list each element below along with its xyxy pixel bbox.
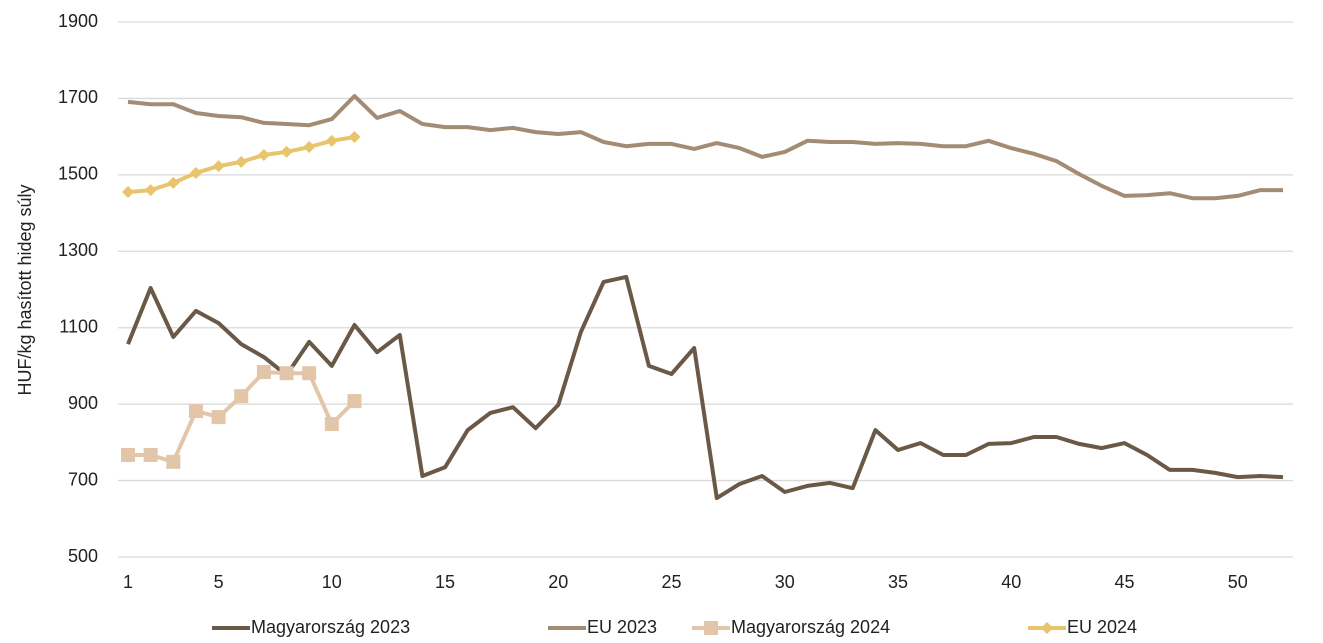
series-line <box>128 370 356 464</box>
marker <box>212 160 225 173</box>
x-tick-label: 1 <box>123 572 133 592</box>
legend-label: Magyarország 2024 <box>731 617 890 637</box>
x-tick-label: 15 <box>435 572 455 592</box>
marker <box>348 131 361 144</box>
marker <box>302 366 317 381</box>
marker <box>704 621 718 635</box>
marker <box>325 134 338 147</box>
x-tick-label: 35 <box>888 572 908 592</box>
marker <box>121 447 135 462</box>
y-tick-label: 900 <box>68 393 98 413</box>
legend-label: EU 2024 <box>1067 617 1137 637</box>
x-tick-label: 30 <box>775 572 795 592</box>
marker <box>1041 622 1053 634</box>
y-tick-label: 1300 <box>58 240 98 260</box>
y-tick-label: 1700 <box>58 87 98 107</box>
marker <box>280 145 293 158</box>
x-tick-label: 45 <box>1114 572 1134 592</box>
y-tick-label: 700 <box>68 469 98 489</box>
marker <box>167 176 180 189</box>
x-tick-label: 10 <box>322 572 342 592</box>
marker <box>279 366 294 381</box>
marker <box>189 166 202 179</box>
marker <box>324 417 339 432</box>
x-tick-label: 40 <box>1001 572 1021 592</box>
marker <box>234 389 249 404</box>
legend-label: Magyarország 2023 <box>251 617 410 637</box>
y-tick-label: 500 <box>68 546 98 566</box>
marker <box>303 140 316 153</box>
x-tick-label: 25 <box>662 572 682 592</box>
y-tick-label: 1500 <box>58 164 98 184</box>
legend-label: EU 2023 <box>587 617 657 637</box>
x-tick-label: 20 <box>548 572 568 592</box>
marker <box>257 148 270 161</box>
marker <box>235 155 248 168</box>
y-axis-label: HUF/kg hasított hideg súly <box>15 184 35 395</box>
marker <box>144 184 157 197</box>
x-tick-label: 5 <box>214 572 224 592</box>
y-tick-label: 1100 <box>59 316 98 336</box>
marker <box>256 365 271 380</box>
y-tick-label: 1900 <box>58 11 98 31</box>
marker <box>188 404 203 419</box>
x-tick-label: 50 <box>1228 572 1248 592</box>
marker <box>166 454 181 469</box>
marker <box>211 410 226 425</box>
series-line <box>126 274 1284 501</box>
marker <box>122 186 134 199</box>
series-line <box>127 94 1283 201</box>
marker <box>347 394 362 409</box>
marker <box>143 447 158 462</box>
